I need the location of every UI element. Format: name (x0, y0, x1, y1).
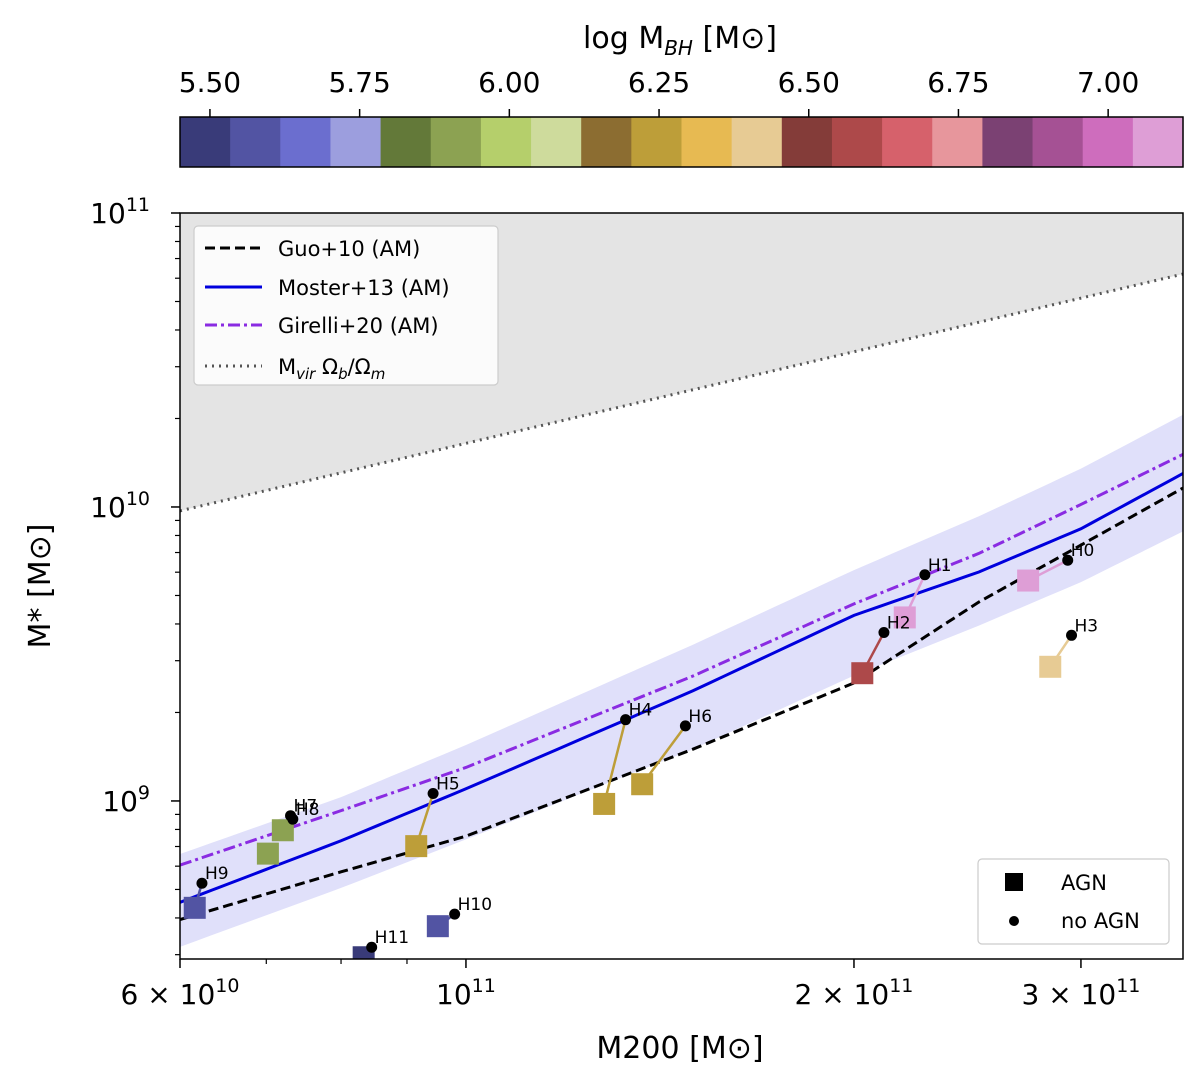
halo-label: H2 (887, 614, 911, 634)
colorbar-tick-label: 6.50 (778, 66, 840, 99)
colorbar-cell (631, 117, 683, 167)
halo-label: H3 (1075, 616, 1099, 636)
x-tick-label: 2 × 1011 (795, 975, 914, 1011)
y-tick-label: 1010 (90, 488, 150, 524)
colorbar-cell (380, 117, 432, 167)
halo-label: H11 (375, 928, 409, 948)
y-tick-label: 1011 (90, 194, 150, 230)
legend-agn-square (1005, 873, 1023, 891)
legend-guo-label: Guo+10 (AM) (278, 237, 420, 261)
colorbar-cell (731, 117, 783, 167)
colorbar-cell (230, 117, 281, 167)
x-tick-label: 6 × 1010 (121, 975, 240, 1011)
halo-label: H8 (296, 800, 320, 820)
halo-noagn-dot (366, 941, 378, 953)
y-axis-label: M* [M⊙] (23, 524, 58, 649)
halo-noagn-dot (449, 908, 461, 920)
colorbar-cell (781, 117, 833, 167)
colorbar-cell (430, 117, 482, 167)
halo-agn-square (256, 842, 279, 865)
halo-link (602, 719, 627, 805)
halo-label: H1 (928, 556, 952, 576)
halo-agn-square (631, 773, 654, 796)
halo-agn-square (271, 819, 294, 842)
legend-girelli-label: Girelli+20 (AM) (278, 314, 439, 338)
halo-label: H6 (688, 707, 712, 727)
colorbar-cell (480, 117, 532, 167)
guo-curve (180, 486, 1183, 921)
legend-box (193, 225, 499, 386)
halo-agn-square (1017, 569, 1040, 592)
halo-agn-square (183, 896, 206, 919)
colorbar-cell (1132, 117, 1184, 167)
colorbar-cell (1032, 117, 1084, 167)
halo-agn-square (851, 662, 874, 685)
halo-noagn-dot (196, 877, 208, 889)
colorbar-cell (681, 117, 733, 167)
colorbar-tick-label: 7.00 (1077, 66, 1139, 99)
halo-noagn-dot (1066, 629, 1078, 641)
colorbar-cell (180, 117, 231, 167)
y-tick-label: 109 (102, 782, 150, 818)
halo-label: H7 (294, 797, 318, 817)
colorbar-tick-label: 5.75 (328, 66, 390, 99)
legend-agn-label: AGN (1061, 871, 1107, 895)
colorbar: 5.50 5.75 6.00 6.25 6.50 6.75 7.00 log MBH [M⊙… (179, 21, 1184, 168)
halo-agn-square (426, 915, 449, 938)
legend-noagn-label: no AGN (1061, 909, 1140, 933)
colorbar-cell (982, 117, 1034, 167)
halo-noagn-dot (1062, 554, 1074, 566)
colorbar-cell (581, 117, 632, 167)
colorbar-cell (882, 117, 933, 167)
legend-moster-label: Moster+13 (AM) (278, 276, 450, 300)
plot-frame (179, 212, 1184, 960)
legend-markers-box (977, 858, 1170, 945)
colorbar-cell (330, 117, 382, 167)
moster-curve (180, 472, 1183, 904)
legend-lines: Guo+10 (AM) Moster+13 (AM) Girelli+20 (A… (193, 225, 499, 386)
halo-noagn-dot (620, 714, 632, 726)
halo-noagn-dot (287, 813, 299, 825)
x-axis-label: M200 [M⊙] (596, 1031, 763, 1066)
girelli-curve (180, 453, 1183, 867)
x-tick-label: 1011 (436, 975, 496, 1011)
legend-markers: AGN no AGN (977, 858, 1170, 945)
colorbar-tick-label: 6.25 (628, 66, 690, 99)
halo-label: H5 (436, 775, 460, 795)
halo-agn-square (593, 792, 616, 815)
halo-label: H4 (629, 701, 653, 721)
x-tick-label: 3 × 1011 (1021, 975, 1140, 1011)
halo-noagn-dot (679, 720, 691, 732)
legend-baryon-label: Mvir Ωb/Ωm (278, 355, 385, 383)
halo-label: H9 (205, 864, 229, 884)
colorbar-tick-label: 5.50 (179, 66, 241, 99)
colorbar-cell (831, 117, 883, 167)
halo-agn-square (405, 835, 428, 858)
colorbar-frame (179, 116, 1184, 168)
colorbar-cell (531, 117, 582, 167)
colorbar-tick-label: 6.00 (478, 66, 540, 99)
colorbar-cell (280, 117, 332, 167)
halo-noagn-dot (427, 788, 439, 800)
colorbar-label: log MBH [M⊙] (583, 21, 777, 60)
halo-label: H0 (1071, 541, 1095, 561)
halo-label: H10 (458, 895, 492, 915)
colorbar-cell (1082, 117, 1134, 167)
colorbar-cell (932, 117, 983, 167)
halo-noagn-dot (878, 627, 890, 639)
halo-agn-square (893, 606, 916, 629)
colorbar-tick-label: 6.75 (927, 66, 989, 99)
halo-noagn-dot (919, 569, 931, 581)
legend-noagn-dot (1009, 916, 1019, 926)
halo-agn-square (1039, 655, 1062, 678)
